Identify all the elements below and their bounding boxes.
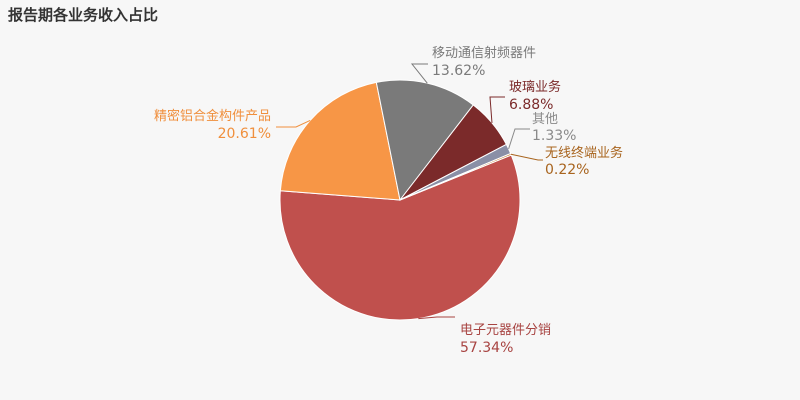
slice-name-label: 精密铝合金构件产品 xyxy=(154,108,271,124)
slice-value-label: 6.88% xyxy=(509,97,553,113)
slice-value-label: 0.22% xyxy=(545,162,589,178)
slice-name-label: 移动通信射频器件 xyxy=(432,45,536,61)
slice-name-label: 玻璃业务 xyxy=(509,79,561,95)
slice-value-label: 57.34% xyxy=(460,340,513,356)
slice-value-label: 13.62% xyxy=(432,63,485,79)
leader-line xyxy=(418,316,455,320)
pie-slice xyxy=(375,79,475,202)
pie-slice xyxy=(399,152,512,201)
leader-line xyxy=(510,153,543,161)
slice-name-label: 无线终端业务 xyxy=(545,145,623,161)
slice-value-label: 1.33% xyxy=(532,128,576,144)
leader-line xyxy=(276,119,311,128)
chart-title: 报告期各业务收入占比 xyxy=(8,6,159,24)
leader-line xyxy=(410,63,428,84)
leader-line xyxy=(489,96,505,123)
slice-name-label: 电子元器件分销 xyxy=(460,323,551,338)
leader-line xyxy=(508,128,530,150)
slice-value-label: 20.61% xyxy=(218,126,271,142)
slice-name-label: 其他 xyxy=(532,112,558,127)
